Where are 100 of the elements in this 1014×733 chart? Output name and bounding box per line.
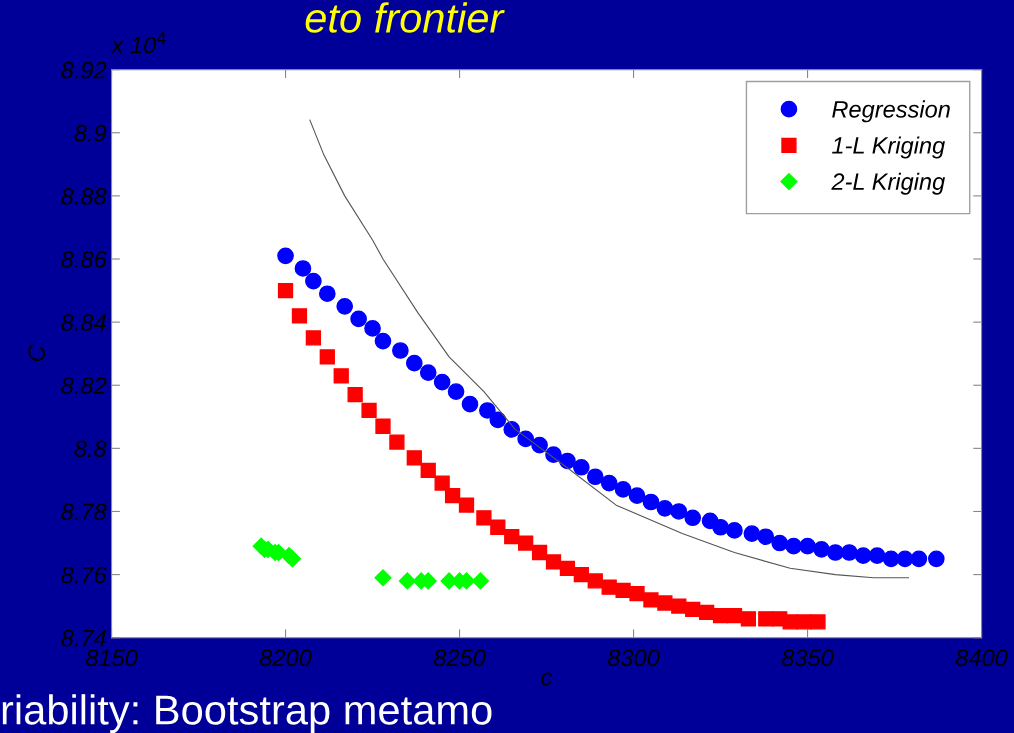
- point: [600, 474, 618, 492]
- point: [350, 310, 367, 328]
- y-tick-label: 8.88: [61, 187, 107, 205]
- point: [757, 528, 775, 546]
- legend-label: 2-L Kriging: [831, 172, 945, 195]
- point: [771, 534, 789, 552]
- point: [531, 544, 548, 561]
- point: [758, 611, 774, 627]
- point: [586, 468, 604, 486]
- point: [559, 560, 576, 576]
- point: [490, 519, 506, 535]
- point: [461, 395, 479, 413]
- legend-label: 1-L Kriging: [832, 136, 945, 159]
- point: [305, 272, 322, 290]
- text: riability: Bootstrap metamo: [2, 694, 492, 733]
- y-tick-label: 8.8: [74, 440, 107, 458]
- point: [347, 387, 363, 403]
- point: [361, 402, 377, 419]
- point: [405, 354, 423, 372]
- point: [444, 488, 461, 504]
- point: [868, 547, 886, 564]
- y-axis-title: C: [28, 345, 45, 361]
- point: [374, 332, 392, 350]
- point: [827, 544, 844, 561]
- point: [643, 592, 659, 608]
- point: [642, 493, 660, 511]
- x-tick-label: 8200: [259, 649, 312, 667]
- point: [726, 522, 743, 539]
- point: [587, 573, 603, 589]
- point: [433, 373, 451, 391]
- point: [419, 364, 437, 381]
- point: [545, 554, 562, 570]
- point: [283, 550, 302, 568]
- point: [813, 541, 830, 558]
- point: [476, 510, 492, 526]
- text: x 10$^{4}$: [110, 32, 166, 54]
- y-tick-label: 8.92: [61, 61, 107, 79]
- point: [840, 544, 858, 561]
- x-tick-label: 8400: [955, 649, 1008, 667]
- y-tick-label: 8.82: [61, 377, 107, 395]
- point: [389, 434, 405, 450]
- point: [374, 569, 392, 587]
- point: [615, 582, 631, 599]
- point: [910, 550, 928, 568]
- point: [629, 585, 645, 602]
- chart-title: eto frontier: [305, 2, 505, 33]
- point: [406, 450, 422, 466]
- point: [896, 550, 914, 568]
- point: [657, 595, 673, 611]
- point: [810, 614, 826, 630]
- point: [685, 601, 701, 617]
- point: [503, 421, 521, 438]
- point: [573, 458, 590, 476]
- point: [375, 418, 391, 434]
- point: [479, 402, 496, 419]
- point: [333, 368, 349, 384]
- x-tick-label: 8250: [433, 649, 486, 667]
- y-tick-label: 8.84: [61, 314, 106, 331]
- point: [785, 537, 802, 555]
- point: [698, 604, 715, 621]
- point: [712, 518, 729, 536]
- point: [336, 297, 354, 315]
- point: [364, 320, 381, 337]
- point: [573, 566, 589, 583]
- point: [458, 497, 475, 513]
- point: [614, 481, 632, 498]
- point: [277, 282, 294, 299]
- legend-label: Regression: [832, 100, 950, 123]
- point: [854, 547, 872, 564]
- point: [726, 607, 743, 624]
- point: [796, 614, 812, 630]
- point: [398, 572, 416, 590]
- point: [671, 598, 687, 614]
- point: [471, 572, 489, 590]
- point: [318, 285, 336, 303]
- point: [420, 462, 436, 479]
- point: [294, 260, 312, 277]
- point: [305, 330, 322, 346]
- y-tick-label: 8.9: [74, 124, 107, 142]
- y-tick-label: 8.76: [61, 566, 107, 584]
- point: [518, 535, 534, 551]
- x-tick-label: 8300: [607, 649, 660, 667]
- point: [799, 537, 816, 555]
- point: [782, 614, 798, 630]
- x-axis-title: c: [541, 672, 553, 686]
- point: [740, 611, 757, 627]
- point: [684, 509, 702, 527]
- point: [447, 383, 465, 400]
- point: [628, 487, 646, 505]
- y-tick-label: 8.78: [61, 503, 107, 521]
- point: [670, 503, 688, 520]
- point: [277, 247, 294, 265]
- point: [291, 308, 308, 324]
- point: [489, 411, 507, 429]
- point: [712, 607, 729, 624]
- point: [434, 475, 450, 491]
- point: [743, 525, 761, 542]
- point: [319, 349, 335, 365]
- point: [504, 529, 520, 545]
- x-tick-label: 8150: [85, 649, 138, 667]
